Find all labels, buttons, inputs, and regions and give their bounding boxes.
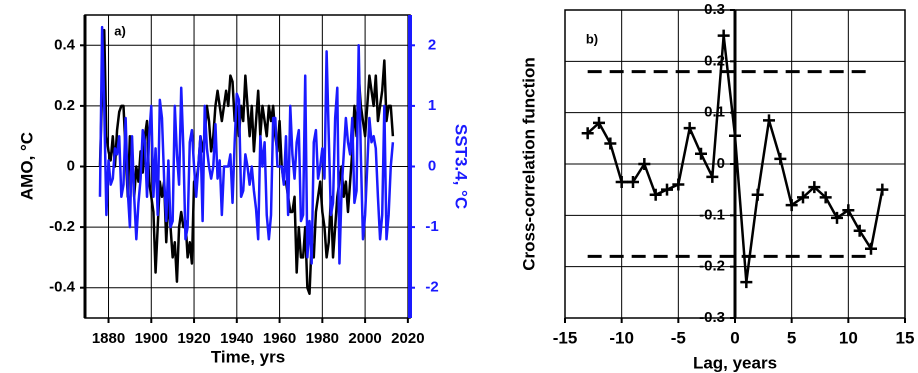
x-tick-label: 1960 xyxy=(263,330,296,347)
marker xyxy=(593,116,605,129)
x-tick-label: 0 xyxy=(730,328,739,347)
marker xyxy=(865,242,877,255)
marker xyxy=(672,178,685,191)
y2-tick-label: -1 xyxy=(425,218,438,235)
x-tick-label: -5 xyxy=(671,328,686,347)
x-axis-label: Lag, years xyxy=(693,353,777,372)
y-tick-label: 0.4 xyxy=(54,36,76,53)
marker xyxy=(729,129,741,142)
marker xyxy=(876,183,889,196)
y-tick-label: -0.2 xyxy=(699,258,725,275)
y-tick-label: -0.1 xyxy=(699,206,725,223)
x-tick-label: 10 xyxy=(839,328,858,347)
y2-tick-label: 1 xyxy=(428,97,436,114)
x-axis-label: Time, yrs xyxy=(211,347,285,366)
x-tick-label: 2000 xyxy=(348,330,381,347)
x-tick-label: 1940 xyxy=(220,330,253,347)
panel-label: a) xyxy=(114,23,126,38)
marker xyxy=(751,188,764,201)
y-tick-label: -0.4 xyxy=(49,279,76,296)
marker xyxy=(627,175,639,188)
y-tick-label: 0 xyxy=(67,157,75,174)
marker xyxy=(615,175,628,188)
y-axis-label: AMO, °C xyxy=(17,132,36,200)
y-tick-label: 0.1 xyxy=(704,104,725,121)
marker xyxy=(661,183,673,196)
marker xyxy=(785,199,798,212)
y-tick-label: 0 xyxy=(717,155,725,172)
marker xyxy=(706,170,719,183)
x-tick-label: 1920 xyxy=(177,330,210,347)
x-tick-label: -10 xyxy=(609,328,634,347)
x-tick-label: 1980 xyxy=(306,330,339,347)
y-tick-label: 0.2 xyxy=(704,52,725,69)
y2-tick-label: 0 xyxy=(428,157,436,174)
y-tick-label: -0.2 xyxy=(49,218,75,235)
marker xyxy=(581,127,594,140)
y2-tick-label: 2 xyxy=(428,36,436,53)
marker xyxy=(797,191,809,204)
marker xyxy=(853,224,866,237)
marker xyxy=(649,188,662,201)
marker xyxy=(638,158,651,170)
marker xyxy=(604,137,617,150)
marker xyxy=(717,29,730,42)
marker xyxy=(842,204,855,217)
y-tick-label: 0.3 xyxy=(704,1,725,18)
marker xyxy=(774,152,787,165)
x-tick-label: 15 xyxy=(896,328,915,347)
panel-label: b) xyxy=(586,31,598,46)
x-tick-label: 1900 xyxy=(135,330,168,347)
y-tick-label: -0.3 xyxy=(699,309,725,326)
y2-tick-label: -2 xyxy=(425,279,438,296)
marker xyxy=(683,122,696,135)
marker xyxy=(819,191,832,204)
marker xyxy=(740,276,753,289)
marker xyxy=(831,211,843,224)
marker xyxy=(763,114,775,127)
x-tick-label: 2020 xyxy=(391,330,424,347)
marker xyxy=(695,147,707,160)
y2-axis-label: SST3.4, °C xyxy=(452,124,471,209)
x-tick-label: 5 xyxy=(787,328,796,347)
y-axis-label: Cross-correlation function xyxy=(519,57,538,270)
data-line xyxy=(98,25,395,265)
x-tick-label: -15 xyxy=(553,328,578,347)
marker xyxy=(808,181,821,194)
x-tick-label: 1880 xyxy=(92,330,125,347)
y-tick-label: 0.2 xyxy=(54,97,75,114)
